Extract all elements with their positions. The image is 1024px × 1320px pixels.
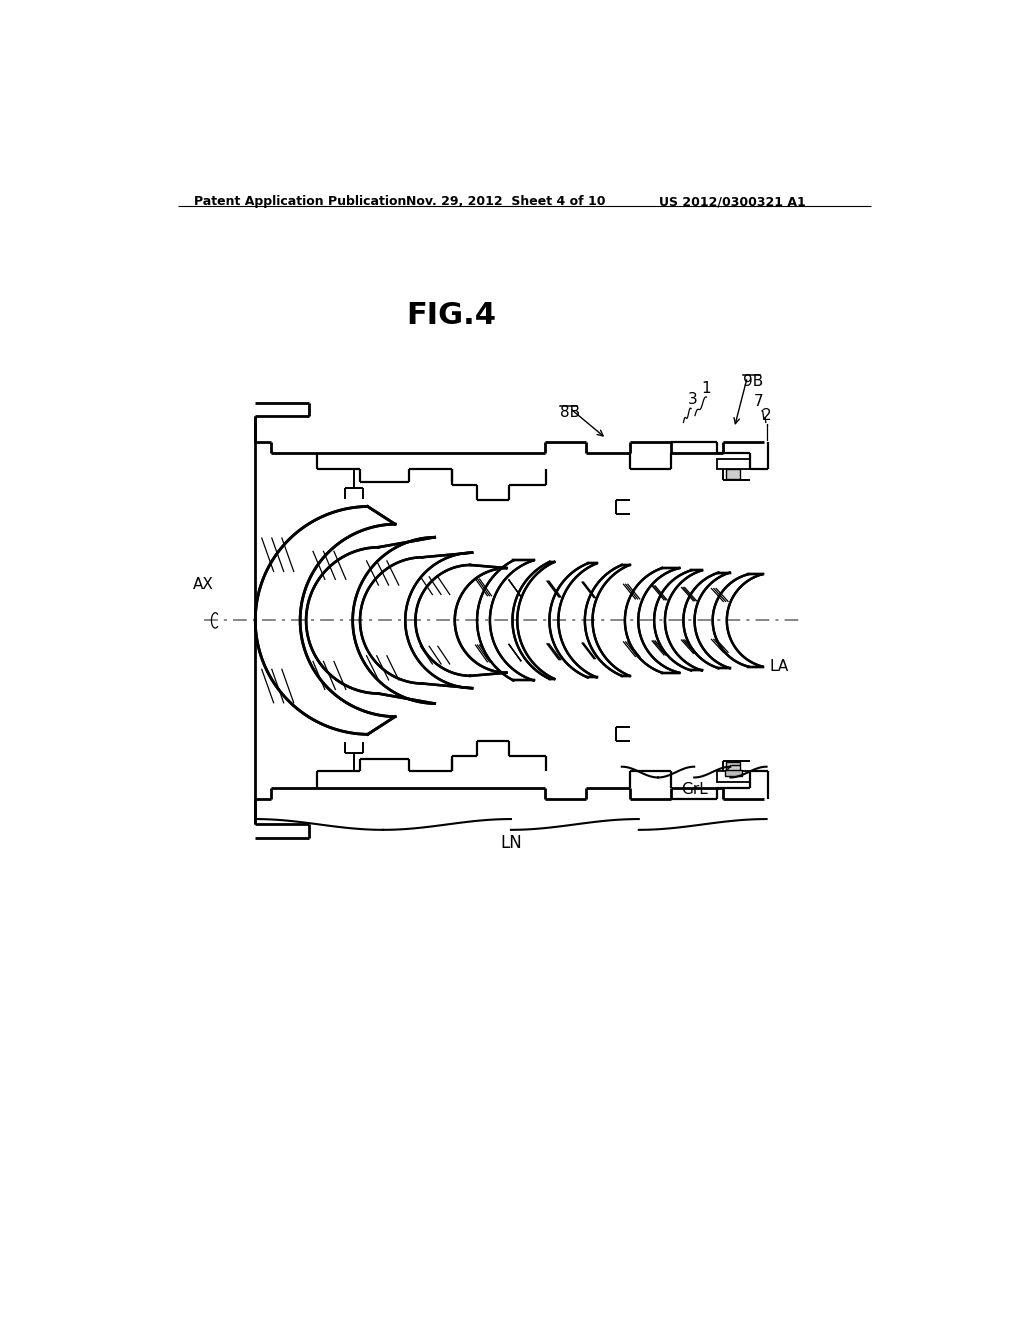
Text: GrL: GrL	[681, 781, 708, 797]
Bar	[717, 771, 750, 781]
Text: US 2012/0300321 A1: US 2012/0300321 A1	[658, 195, 806, 209]
Bar	[725, 770, 742, 776]
Text: FIG.4: FIG.4	[407, 301, 497, 330]
Text: 8B: 8B	[560, 405, 581, 420]
Text: AX: AX	[193, 577, 214, 593]
Text: 1: 1	[701, 380, 712, 396]
Bar	[726, 469, 739, 479]
Text: Nov. 29, 2012  Sheet 4 of 10: Nov. 29, 2012 Sheet 4 of 10	[407, 195, 606, 209]
Text: 3: 3	[688, 392, 697, 407]
Text: LN: LN	[500, 834, 522, 853]
Text: 9B: 9B	[743, 374, 764, 389]
Bar	[717, 459, 750, 470]
Text: 7: 7	[754, 395, 764, 409]
Bar	[726, 762, 739, 772]
Text: LA: LA	[770, 659, 788, 675]
Text: Patent Application Publication: Patent Application Publication	[194, 195, 407, 209]
Text: 2: 2	[762, 408, 771, 424]
